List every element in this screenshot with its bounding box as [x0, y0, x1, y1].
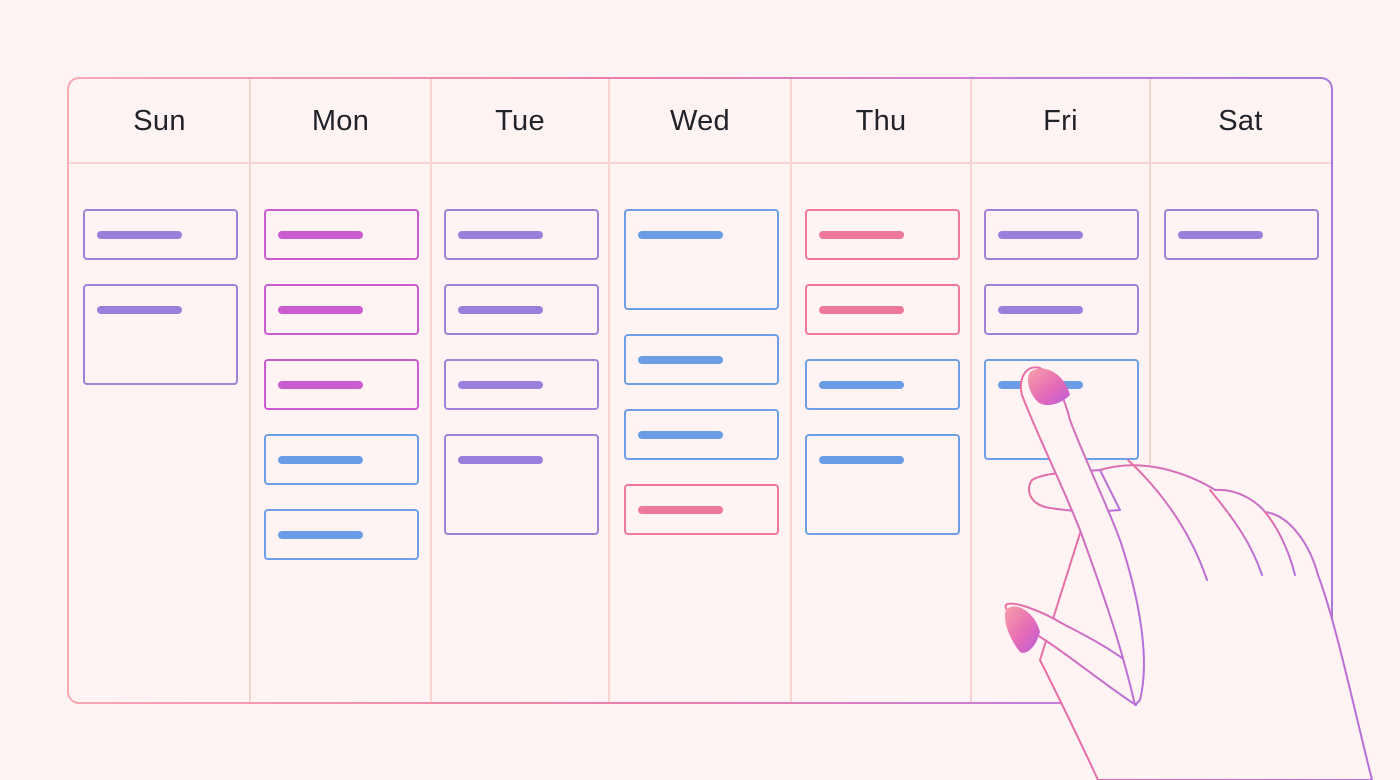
- event-title-placeholder: [638, 231, 723, 239]
- event-card[interactable]: [444, 209, 599, 260]
- week-calendar: Sun Mon Tue Wed Thu Fri Sat: [69, 79, 1331, 702]
- event-title-placeholder: [458, 381, 543, 389]
- day-label-tue: Tue: [495, 105, 545, 137]
- event-title-placeholder: [278, 231, 363, 239]
- event-card[interactable]: [83, 284, 238, 385]
- event-title-placeholder: [1178, 231, 1263, 239]
- event-card[interactable]: [264, 509, 419, 560]
- column-divider: [249, 79, 251, 702]
- column-divider: [790, 79, 792, 702]
- event-title-placeholder: [278, 381, 363, 389]
- event-title-placeholder: [97, 231, 182, 239]
- event-card[interactable]: [264, 359, 419, 410]
- event-title-placeholder: [278, 456, 363, 464]
- column-divider: [970, 79, 972, 702]
- day-label-sun: Sun: [133, 105, 186, 137]
- event-card[interactable]: [805, 434, 960, 535]
- event-title-placeholder: [638, 506, 723, 514]
- event-title-placeholder: [998, 231, 1083, 239]
- column-divider: [608, 79, 610, 702]
- event-title-placeholder: [458, 456, 543, 464]
- event-card[interactable]: [805, 284, 960, 335]
- day-label-fri: Fri: [1043, 105, 1078, 137]
- event-card[interactable]: [444, 434, 599, 535]
- event-title-placeholder: [278, 531, 363, 539]
- event-title-placeholder: [819, 231, 904, 239]
- day-label-wed: Wed: [669, 105, 730, 137]
- event-card[interactable]: [805, 359, 960, 410]
- day-label-sat: Sat: [1218, 105, 1263, 137]
- header-divider: [69, 162, 1331, 164]
- event-card[interactable]: [264, 284, 419, 335]
- event-card[interactable]: [264, 434, 419, 485]
- event-card[interactable]: [264, 209, 419, 260]
- event-title-placeholder: [638, 356, 723, 364]
- day-label-thu: Thu: [855, 105, 907, 137]
- event-card[interactable]: [624, 334, 779, 385]
- event-title-placeholder: [819, 306, 904, 314]
- event-title-placeholder: [458, 306, 543, 314]
- event-title-placeholder: [638, 431, 723, 439]
- column-divider: [1149, 79, 1151, 702]
- event-card[interactable]: [624, 409, 779, 460]
- event-card[interactable]: [444, 359, 599, 410]
- event-card[interactable]: [1164, 209, 1319, 260]
- event-card[interactable]: [444, 284, 599, 335]
- event-title-placeholder: [819, 381, 904, 389]
- event-title-placeholder: [819, 456, 904, 464]
- event-card[interactable]: [83, 209, 238, 260]
- event-title-placeholder: [998, 306, 1083, 314]
- event-card[interactable]: [805, 209, 960, 260]
- event-title-placeholder: [458, 231, 543, 239]
- day-label-mon: Mon: [311, 105, 370, 137]
- event-card[interactable]: [984, 284, 1139, 335]
- event-card[interactable]: [984, 209, 1139, 260]
- event-card[interactable]: [624, 209, 779, 310]
- column-divider: [430, 79, 432, 702]
- calendar-frame: Sun Mon Tue Wed Thu Fri Sat: [67, 77, 1333, 704]
- event-title-placeholder: [278, 306, 363, 314]
- event-title-placeholder: [97, 306, 182, 314]
- event-card[interactable]: [624, 484, 779, 535]
